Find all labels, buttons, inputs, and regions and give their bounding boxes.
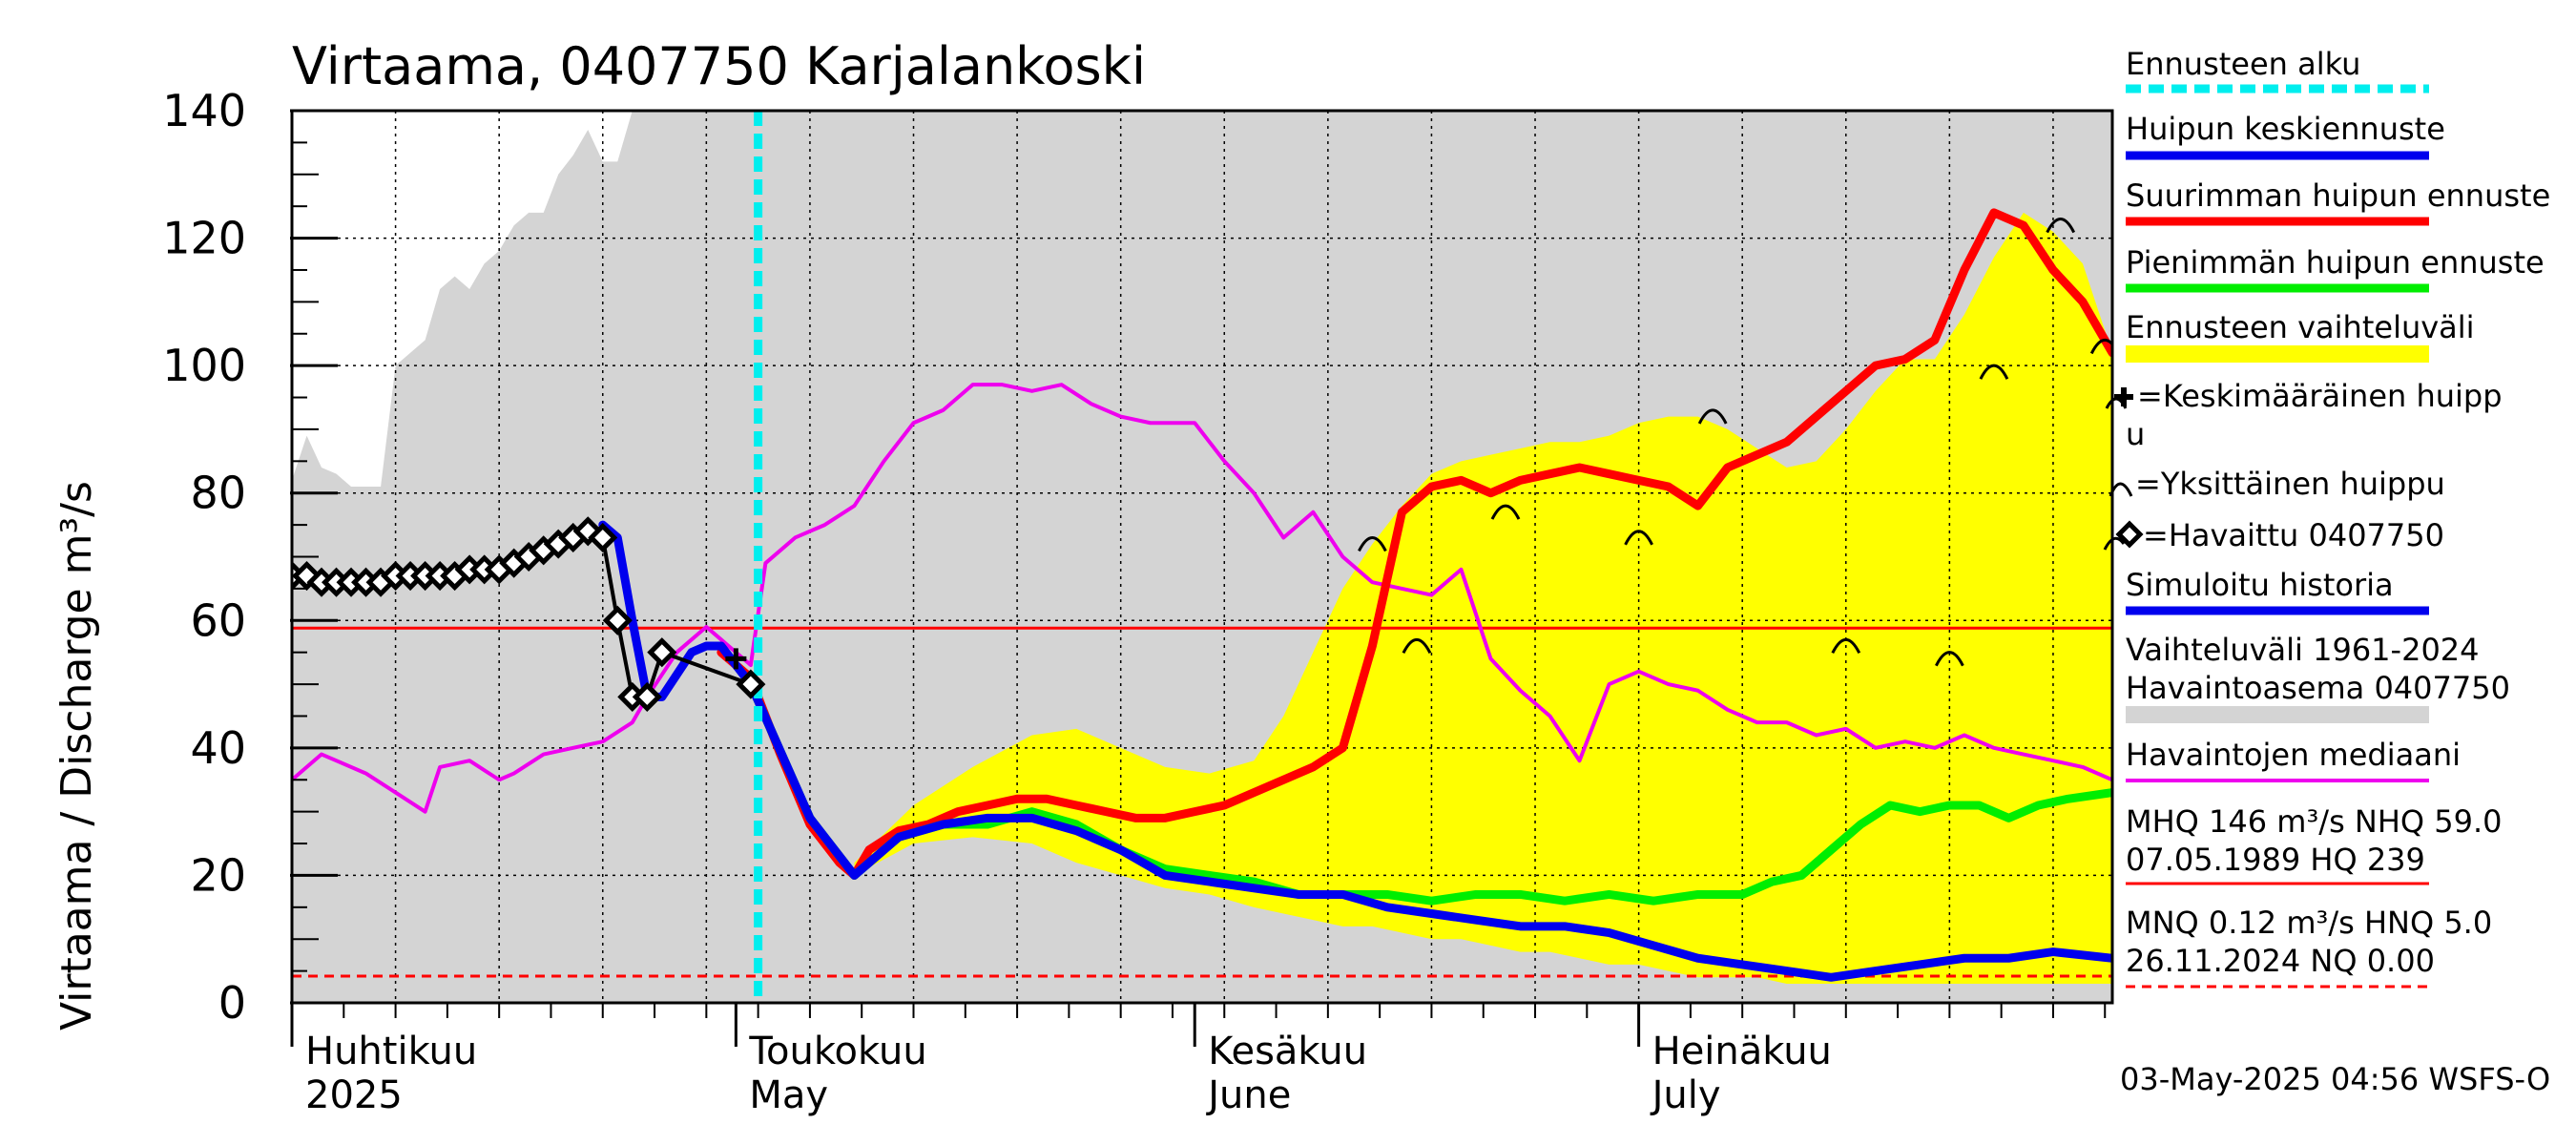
y-tick-label: 40 [190,722,246,774]
legend-mean-forecast: Huipun keskiennuste [2126,111,2445,147]
y-tick-label: 100 [162,340,246,391]
single-peak-icon [1490,504,1521,520]
y-tick-label: 60 [190,594,246,646]
single-peak-icon [1831,637,1861,655]
y-axis-label: Virtaama / Discharge m³/s [52,481,101,1030]
observed-diamond-icon [292,561,322,592]
avg-peak-plus-icon [725,648,747,670]
legend-observed: =Havaittu 0407750 [2143,517,2444,553]
average-peak-marker [725,648,747,670]
y-tick-label: 140 [162,85,246,136]
legend-avg-peak-plus-icon [2114,387,2133,406]
single-peak-icon [2089,338,2112,355]
month-label-fi: Kesäkuu [1208,1030,1367,1073]
chart-title: Virtaama, 0407750 Karjalankoski [292,36,1146,96]
series-havaintojen-mediaani [292,383,2112,814]
legend-simulated: Simuloitu historia [2126,567,2394,603]
legend-min-forecast: Pienimmän huipun ennuste [2126,244,2545,281]
single-peak-icon [1979,364,2009,380]
month-label-fi: Huhtikuu [305,1030,477,1073]
y-axis: 0 20 40 60 80 100 120 140 [162,85,338,1029]
legend-observed-line-icon [2103,536,2126,551]
month-label-fi: Heinäkuu [1652,1030,1832,1073]
legend-single-peak: =Yksittäinen huippu [2135,466,2445,502]
legend-forecast-range-swatch [2126,345,2429,363]
legend-avg-peak: =Keskimääräinen huipp [2137,378,2503,414]
observed-diamond-icon [736,669,766,699]
legend: Ennusteen alku Huipun keskiennuste Suuri… [2103,46,2550,989]
single-peak-icon [1402,637,1432,655]
legend-forecast-start: Ennusteen alku [2126,46,2360,82]
legend-hist-range-swatch [2126,706,2429,723]
observed-diamond-icon [602,605,633,635]
legend-avg-peak-wrap: u [2126,416,2145,452]
legend-mnq-1: MNQ 0.12 m³/s HNQ 5.0 [2126,905,2492,941]
legend-mnq-2: 26.11.2024 NQ 0.00 [2126,943,2435,979]
y-tick-label: 0 [218,977,246,1029]
legend-median: Havaintojen mediaani [2126,737,2461,773]
y-tick-label: 20 [190,849,246,901]
y-tick-label: 120 [162,213,246,264]
legend-hist-range-1: Vaihteluväli 1961-2024 [2126,632,2480,668]
single-peak-icon [1935,651,1964,667]
month-label-en: 2025 [305,1073,403,1117]
observed-markers [292,516,766,712]
single-peak-icon [1624,530,1653,546]
month-label-fi: Toukokuu [748,1030,926,1073]
legend-mhq-1: MHQ 146 m³/s NHQ 59.0 [2126,803,2503,840]
observed-diamond-icon [632,681,662,712]
single-peak-markers [1358,218,2112,667]
legend-single-peak-icon [2109,482,2133,497]
legend-observed-diamond-icon [2115,520,2144,549]
forecast-range-band [854,212,2112,984]
observed-diamond-icon [588,522,618,552]
series-huipun-keskiennuste [598,520,2112,982]
legend-max-forecast: Suurimman huipun ennuste [2126,177,2550,214]
legend-mhq-2: 07.05.1989 HQ 239 [2126,842,2425,878]
single-peak-icon [1697,408,1728,425]
y-tick-label: 80 [190,468,246,519]
month-label-en: May [749,1073,828,1117]
month-label-en: June [1205,1073,1291,1117]
legend-forecast-range: Ennusteen vaihteluväli [2126,309,2475,345]
footer-timestamp: 03-May-2025 04:56 WSFS-O [2120,1061,2550,1097]
observed-diamond-icon [647,637,677,668]
observed-diamond-icon [572,516,603,547]
legend-hist-range-2: Havaintoasema 0407750 [2126,670,2510,706]
single-peak-icon [1358,536,1387,552]
single-peak-icon [2046,218,2076,234]
month-label-en: July [1650,1073,1721,1117]
